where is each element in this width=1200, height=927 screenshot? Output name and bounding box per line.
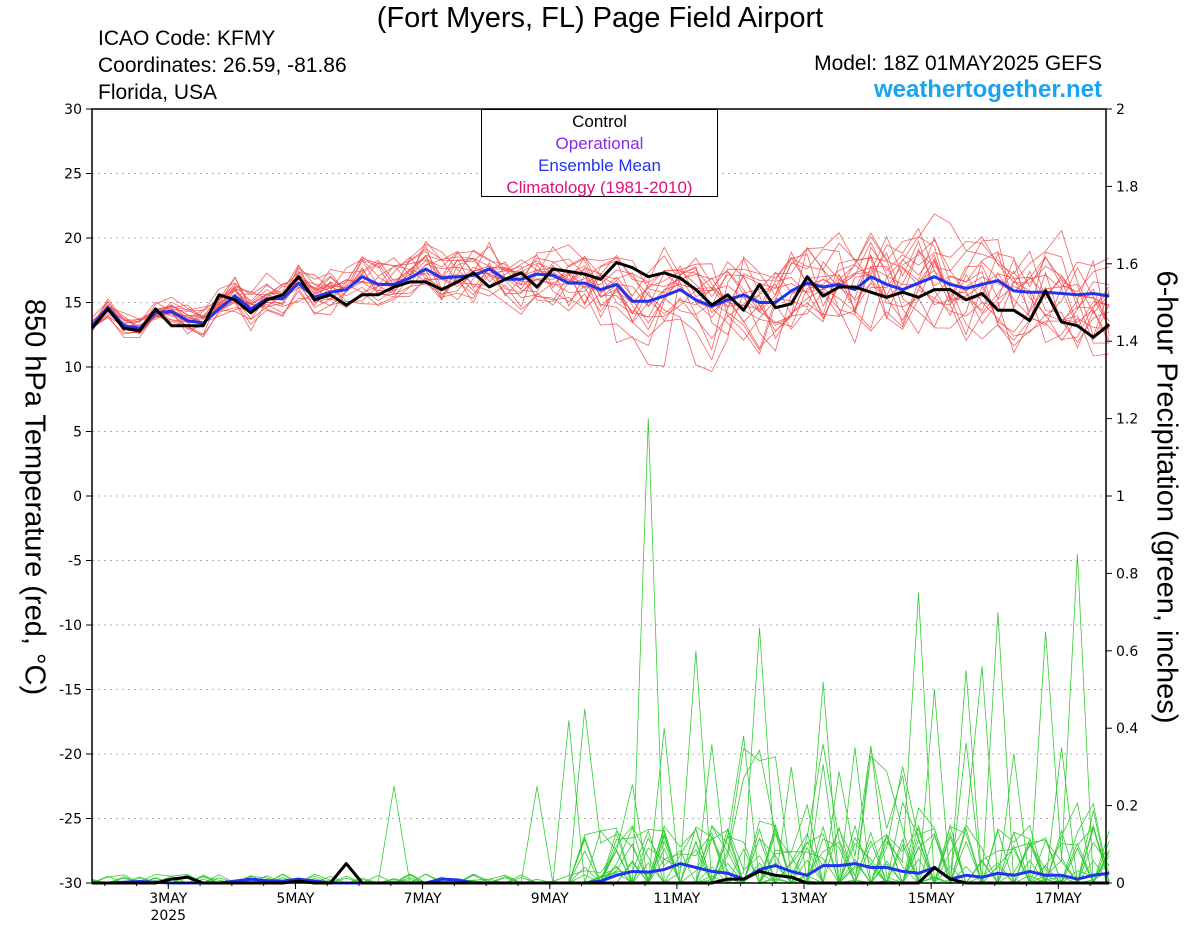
legend-ensemble-mean: Ensemble Mean bbox=[538, 156, 661, 175]
y2-tick-label: 0.4 bbox=[1116, 721, 1138, 737]
y2-tick-label: 0.8 bbox=[1116, 566, 1138, 582]
x-tick-label: 17MAY bbox=[1035, 891, 1082, 907]
x-tick-label: 15MAY bbox=[908, 891, 955, 907]
y-tick-label: 30 bbox=[64, 102, 82, 118]
mean-temperature-line bbox=[90, 267, 1110, 330]
member-precip-line bbox=[91, 748, 1110, 885]
y2-tick-label: 1.8 bbox=[1116, 179, 1138, 195]
x-tick-label: 7MAY bbox=[404, 891, 442, 907]
member-temperature-line bbox=[91, 253, 1110, 349]
coordinates: Coordinates: 26.59, -81.86 bbox=[98, 54, 347, 77]
chart-title: (Fort Myers, FL) Page Field Airport bbox=[376, 2, 824, 34]
y-tick-label: 5 bbox=[73, 425, 82, 441]
member-precip-line bbox=[92, 747, 1110, 885]
member-temperature-line bbox=[91, 240, 1110, 340]
legend-operational: Operational bbox=[555, 134, 644, 153]
legend-climatology: Climatology (1981-2010) bbox=[506, 178, 693, 197]
model-run: Model: 18Z 01MAY2025 GEFS bbox=[814, 52, 1102, 75]
member-precip-line bbox=[92, 592, 1110, 884]
member-precip-line bbox=[92, 418, 1110, 885]
y-tick-label: 25 bbox=[64, 167, 82, 183]
plot-frame bbox=[91, 108, 1107, 884]
icao-code: ICAO Code: KFMY bbox=[98, 27, 276, 50]
member-temperature-line bbox=[91, 229, 1110, 330]
member-precip-line bbox=[92, 631, 1110, 884]
member-temperature-line bbox=[91, 236, 1110, 361]
member-temperature-line bbox=[91, 236, 1110, 347]
member-precip-line bbox=[92, 747, 1110, 884]
y-tick-label: -10 bbox=[59, 618, 82, 634]
x-tick-label: 9MAY bbox=[531, 891, 569, 907]
x-tick-label: 11MAY bbox=[653, 891, 700, 907]
x-year-label: 2025 bbox=[150, 908, 186, 924]
legend-control: Control bbox=[572, 112, 627, 131]
y-tick-label: -25 bbox=[59, 812, 82, 828]
y2-tick-label: 0.6 bbox=[1116, 644, 1138, 660]
y-tick-label: -5 bbox=[68, 554, 82, 570]
member-temperature-line bbox=[91, 241, 1110, 332]
member-temperature-line bbox=[91, 246, 1110, 335]
y-tick-label: -20 bbox=[59, 747, 82, 763]
member-precip-line bbox=[92, 627, 1110, 885]
y2-tick-label: 1.6 bbox=[1116, 257, 1138, 273]
y2-tick-label: 2 bbox=[1116, 102, 1125, 118]
member-precip-line bbox=[92, 553, 1110, 884]
y-tick-label: 10 bbox=[64, 360, 82, 376]
member-precip-line bbox=[91, 666, 1110, 884]
region: Florida, USA bbox=[98, 81, 218, 104]
y2-tick-label: 0 bbox=[1116, 876, 1125, 892]
y2-tick-label: 1.4 bbox=[1116, 334, 1138, 350]
x-tick-label: 3MAY bbox=[149, 891, 187, 907]
y-tick-label: 0 bbox=[73, 489, 82, 505]
control-temperature-line bbox=[90, 261, 1111, 339]
x-tick-label: 5MAY bbox=[276, 891, 314, 907]
member-temperature-line bbox=[91, 251, 1110, 354]
member-precip-line bbox=[92, 755, 1110, 885]
member-precip-line bbox=[91, 748, 1110, 885]
y2-tick-label: 1.2 bbox=[1116, 412, 1138, 428]
y-tick-label: -15 bbox=[59, 683, 82, 699]
y-tick-label: 15 bbox=[64, 296, 82, 312]
legend: Control Operational Ensemble Mean Climat… bbox=[481, 109, 718, 197]
y2-tick-label: 0.2 bbox=[1116, 799, 1138, 815]
y-tick-label: 20 bbox=[64, 231, 82, 247]
y-tick-label: -30 bbox=[59, 876, 82, 892]
member-temperature-line bbox=[91, 240, 1110, 341]
y2-tick-label: 1 bbox=[1116, 489, 1125, 505]
x-tick-label: 13MAY bbox=[781, 891, 828, 907]
site-link[interactable]: weathertogether.net bbox=[873, 76, 1102, 103]
